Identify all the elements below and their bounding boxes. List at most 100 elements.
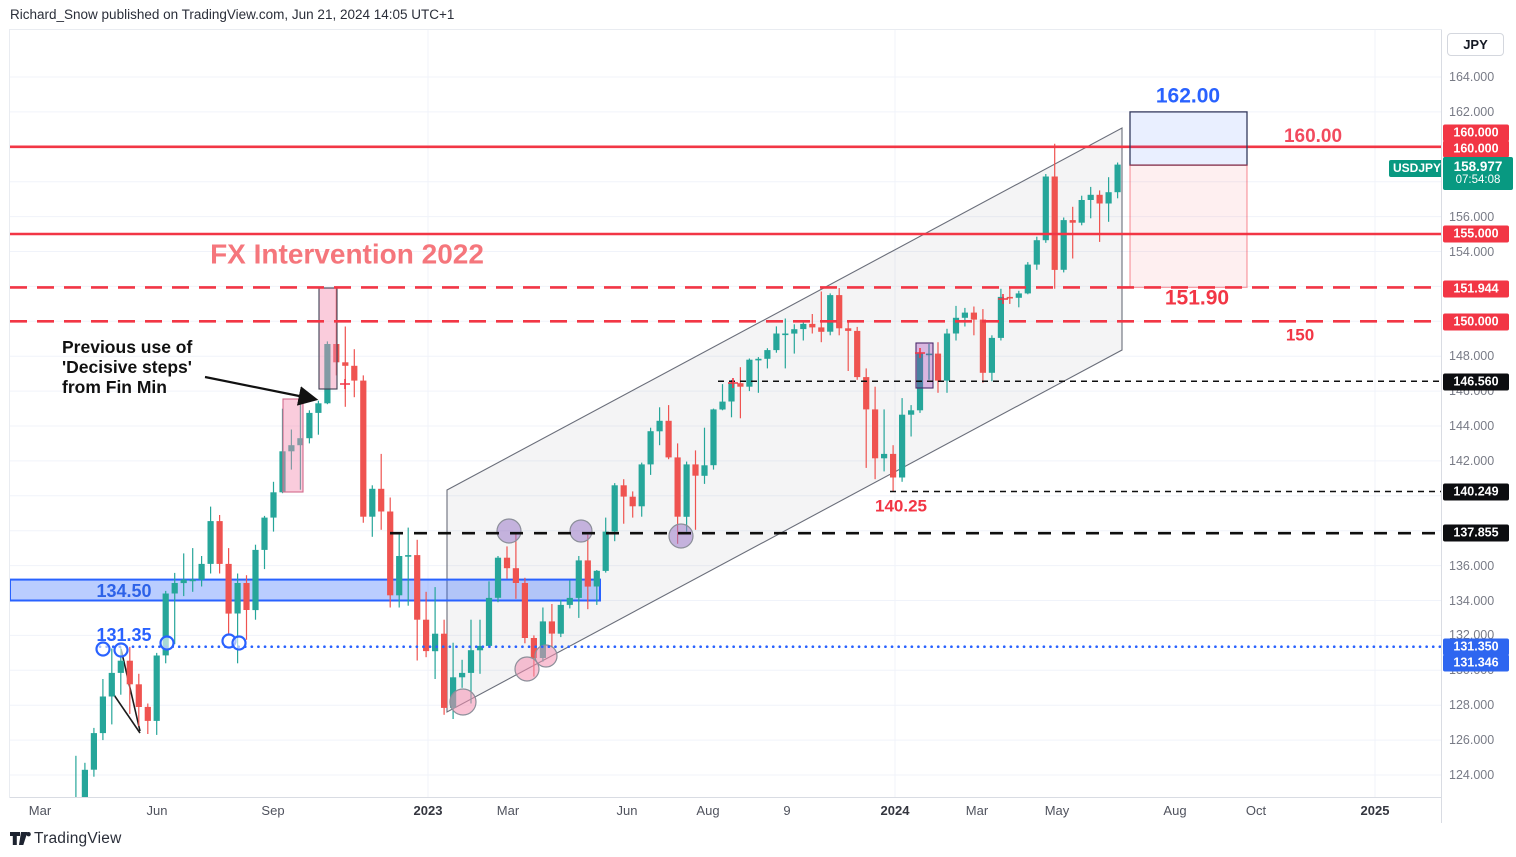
decisive-steps-note: Previous use of 'Decisive steps' from Fin … [62, 337, 192, 397]
touch-circle-blue[interactable] [231, 635, 247, 651]
x-axis-label: 2023 [413, 803, 443, 818]
time-axis[interactable]: Mar Jun Sep 2023 Mar Jun Aug 9 2024 Mar May Aug Oct 2… [10, 797, 1441, 824]
y-axis-tick: 164.000 [1449, 70, 1495, 84]
candle-body [1024, 264, 1031, 294]
candle-body [378, 488, 385, 512]
candle-body [459, 672, 466, 678]
candle-body [1078, 200, 1085, 223]
x-axis-label: Sep [261, 803, 285, 818]
sep-2022-intervention-zone[interactable] [282, 398, 304, 493]
x-axis-label: Aug [1163, 803, 1187, 818]
tradingview-logo-icon[interactable] [10, 832, 32, 848]
event-circle-purple[interactable] [569, 519, 593, 543]
candle-body [970, 312, 977, 320]
candle-body [324, 344, 331, 404]
candle-body [503, 557, 511, 569]
candle-body [665, 420, 672, 458]
candle-body [701, 465, 708, 476]
chart-canvas[interactable]: FX Intervention 2022 162.00 160.00 151.90 15… [10, 30, 1441, 797]
y-axis-badge: 140.249 [1443, 483, 1509, 501]
candle-body [243, 583, 250, 610]
touch-circle-blue[interactable] [95, 641, 111, 657]
candle-body [629, 496, 636, 507]
candle-body [530, 638, 537, 659]
candle-body [845, 328, 852, 331]
candle-body [809, 323, 816, 328]
x-axis-label: Jun [146, 803, 168, 818]
x-axis-label: Mar [496, 803, 520, 818]
y-axis-badge: 160.000 [1443, 140, 1509, 158]
x-axis-label: Mar [28, 803, 52, 818]
upside-target-box[interactable] [1129, 111, 1248, 166]
candle-body [952, 317, 960, 334]
event-circle-pink[interactable] [449, 688, 477, 716]
candle-body [593, 570, 600, 587]
x-axis-label: Mar [965, 803, 989, 818]
price-axis[interactable]: JPY 158.977 07:54:08 164.000 162.000 156.0… [1441, 30, 1516, 823]
candle-body [961, 312, 968, 318]
candle-body [441, 633, 448, 708]
downside-risk-box[interactable] [1129, 164, 1248, 289]
event-circle-purple[interactable] [668, 523, 694, 549]
x-axis-label: Oct [1245, 803, 1267, 818]
candle-body [1069, 220, 1076, 223]
candle-body [485, 597, 493, 646]
y-axis-tick: 162.000 [1449, 104, 1495, 119]
y-axis-badge: 160.000 [1443, 124, 1509, 142]
level-151.90-label: 151.90 [1165, 287, 1229, 310]
oct-2022-intervention-zone[interactable] [318, 287, 338, 390]
candle-body [943, 333, 951, 381]
level-131.35-label: 131.35 [96, 625, 151, 645]
candle-body [764, 350, 771, 359]
candle-body [827, 295, 834, 332]
candle-body [1051, 176, 1058, 270]
candle-body [818, 327, 825, 332]
candle-body [1114, 164, 1121, 193]
y-axis-tick: 144.000 [1449, 419, 1495, 433]
y-axis-tick: 128.000 [1449, 698, 1495, 713]
y-axis-badge: 131.350 [1443, 638, 1509, 656]
candle-body [602, 531, 609, 571]
candle-body [988, 337, 995, 373]
current-price: 158.977 [1453, 159, 1503, 174]
candle-body [611, 485, 618, 532]
candle-body [476, 645, 484, 651]
candle-body [360, 380, 367, 517]
y-axis-badge: 137.855 [1443, 524, 1509, 542]
candle-body [297, 438, 304, 446]
bar-countdown: 07:54:08 [1455, 174, 1501, 186]
attribution-text: Richard_Snow published on TradingView.co… [10, 7, 455, 22]
trend-channel[interactable] [446, 127, 1123, 713]
event-circle-pink[interactable] [514, 656, 540, 682]
candle-body [719, 401, 726, 410]
price-cross-marker [998, 294, 1008, 304]
candle-body [791, 329, 798, 334]
candle-body [90, 733, 97, 770]
support-zone-134-50[interactable] [10, 578, 601, 602]
chart-pane[interactable]: FX Intervention 2022 162.00 160.00 151.90 15… [9, 29, 1442, 798]
level-134.50-label: 134.50 [96, 581, 151, 601]
candle-body [683, 464, 690, 517]
brand-name[interactable]: TradingView [34, 830, 122, 847]
candle-body [620, 485, 627, 497]
y-axis-tick: 148.000 [1449, 349, 1495, 364]
candle-body [117, 660, 124, 673]
candle-body [207, 521, 214, 564]
candle-body [575, 560, 582, 598]
touch-circle-blue[interactable] [113, 642, 129, 658]
candle-body [1060, 220, 1067, 270]
candle-body [342, 362, 349, 366]
target-162-label: 162.00 [1156, 85, 1220, 108]
candle-body [1087, 194, 1094, 200]
candle-body [872, 409, 879, 459]
candle-body [746, 359, 753, 387]
touch-circle-blue[interactable] [159, 635, 175, 651]
price-cross-marker [728, 378, 738, 388]
currency-button[interactable]: JPY [1447, 33, 1504, 56]
event-circle-pink[interactable] [534, 644, 558, 668]
event-circle-purple[interactable] [496, 518, 522, 544]
footer-bar: TradingView [0, 823, 1516, 857]
y-axis-tick: 142.000 [1449, 453, 1495, 468]
candle-body [934, 353, 942, 381]
